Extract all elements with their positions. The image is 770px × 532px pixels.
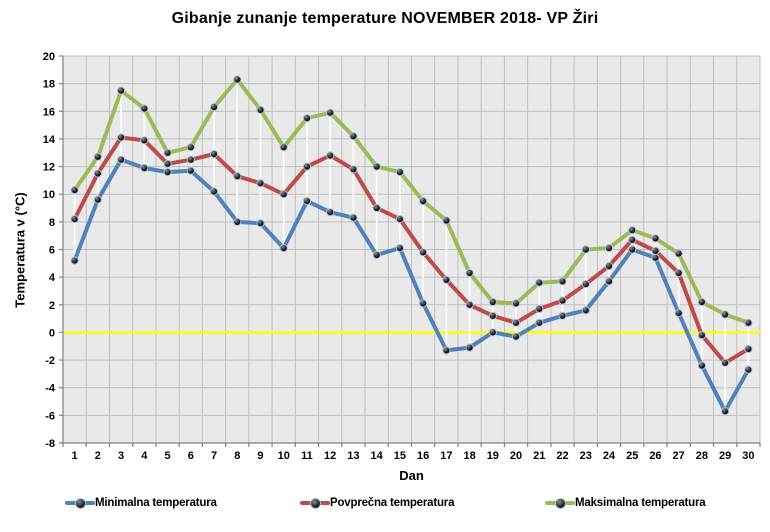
svg-text:17: 17 xyxy=(440,450,452,462)
svg-text:25: 25 xyxy=(626,450,638,462)
y-axis-title: Temperatura v (°C) xyxy=(12,192,28,308)
svg-text:21: 21 xyxy=(533,450,545,462)
svg-text:18: 18 xyxy=(463,450,475,462)
legend-item-avg: Povprečna temperatura xyxy=(300,495,454,511)
legend-max-marker-icon xyxy=(555,497,566,509)
svg-text:12: 12 xyxy=(43,162,55,174)
svg-text:7: 7 xyxy=(211,450,217,462)
svg-text:3: 3 xyxy=(118,450,124,462)
svg-text:26: 26 xyxy=(649,450,661,462)
legend-min-marker-icon xyxy=(75,497,86,509)
svg-text:6: 6 xyxy=(188,450,194,462)
svg-text:-2: -2 xyxy=(45,355,55,367)
svg-text:5: 5 xyxy=(164,450,170,462)
svg-text:4: 4 xyxy=(49,272,56,284)
svg-text:10: 10 xyxy=(43,189,55,201)
svg-text:0: 0 xyxy=(49,327,55,339)
svg-text:22: 22 xyxy=(556,450,568,462)
svg-text:-6: -6 xyxy=(45,410,55,422)
svg-text:12: 12 xyxy=(324,450,336,462)
legend-avg-marker-icon xyxy=(310,497,321,509)
svg-text:18: 18 xyxy=(43,79,55,91)
x-axis-title: Dan xyxy=(399,468,424,483)
legend-min-label: Minimalna temperatura xyxy=(95,497,217,509)
svg-text:20: 20 xyxy=(43,51,55,63)
svg-text:6: 6 xyxy=(49,245,55,257)
svg-text:9: 9 xyxy=(257,450,263,462)
svg-text:27: 27 xyxy=(673,450,685,462)
svg-text:10: 10 xyxy=(278,450,290,462)
svg-text:-8: -8 xyxy=(45,438,55,450)
svg-text:23: 23 xyxy=(580,450,592,462)
svg-text:4: 4 xyxy=(141,450,148,462)
legend-max-label: Maksimalna temperatura xyxy=(575,497,706,509)
svg-text:2: 2 xyxy=(95,450,101,462)
svg-text:-4: -4 xyxy=(45,383,56,395)
svg-text:30: 30 xyxy=(742,450,754,462)
chart-title: Gibanje zunanje temperature NOVEMBER 201… xyxy=(171,10,599,27)
svg-text:28: 28 xyxy=(696,450,708,462)
svg-text:2: 2 xyxy=(49,300,55,312)
svg-text:15: 15 xyxy=(394,450,406,462)
svg-text:11: 11 xyxy=(301,450,313,462)
svg-text:20: 20 xyxy=(510,450,522,462)
svg-text:24: 24 xyxy=(603,450,616,462)
legend-item-max: Maksimalna temperatura xyxy=(545,495,706,511)
svg-text:16: 16 xyxy=(43,106,55,118)
svg-text:29: 29 xyxy=(719,450,731,462)
svg-text:16: 16 xyxy=(417,450,429,462)
svg-text:14: 14 xyxy=(43,134,56,146)
svg-text:1: 1 xyxy=(72,450,78,462)
legend-item-min: Minimalna temperatura xyxy=(65,495,217,511)
svg-text:8: 8 xyxy=(234,450,240,462)
legend-avg-label: Povprečna temperatura xyxy=(330,497,455,509)
svg-text:8: 8 xyxy=(49,217,55,229)
svg-text:19: 19 xyxy=(487,450,499,462)
svg-text:14: 14 xyxy=(371,450,384,462)
legend: Minimalna temperatura Povprečna temperat… xyxy=(0,495,770,515)
svg-text:13: 13 xyxy=(347,450,359,462)
